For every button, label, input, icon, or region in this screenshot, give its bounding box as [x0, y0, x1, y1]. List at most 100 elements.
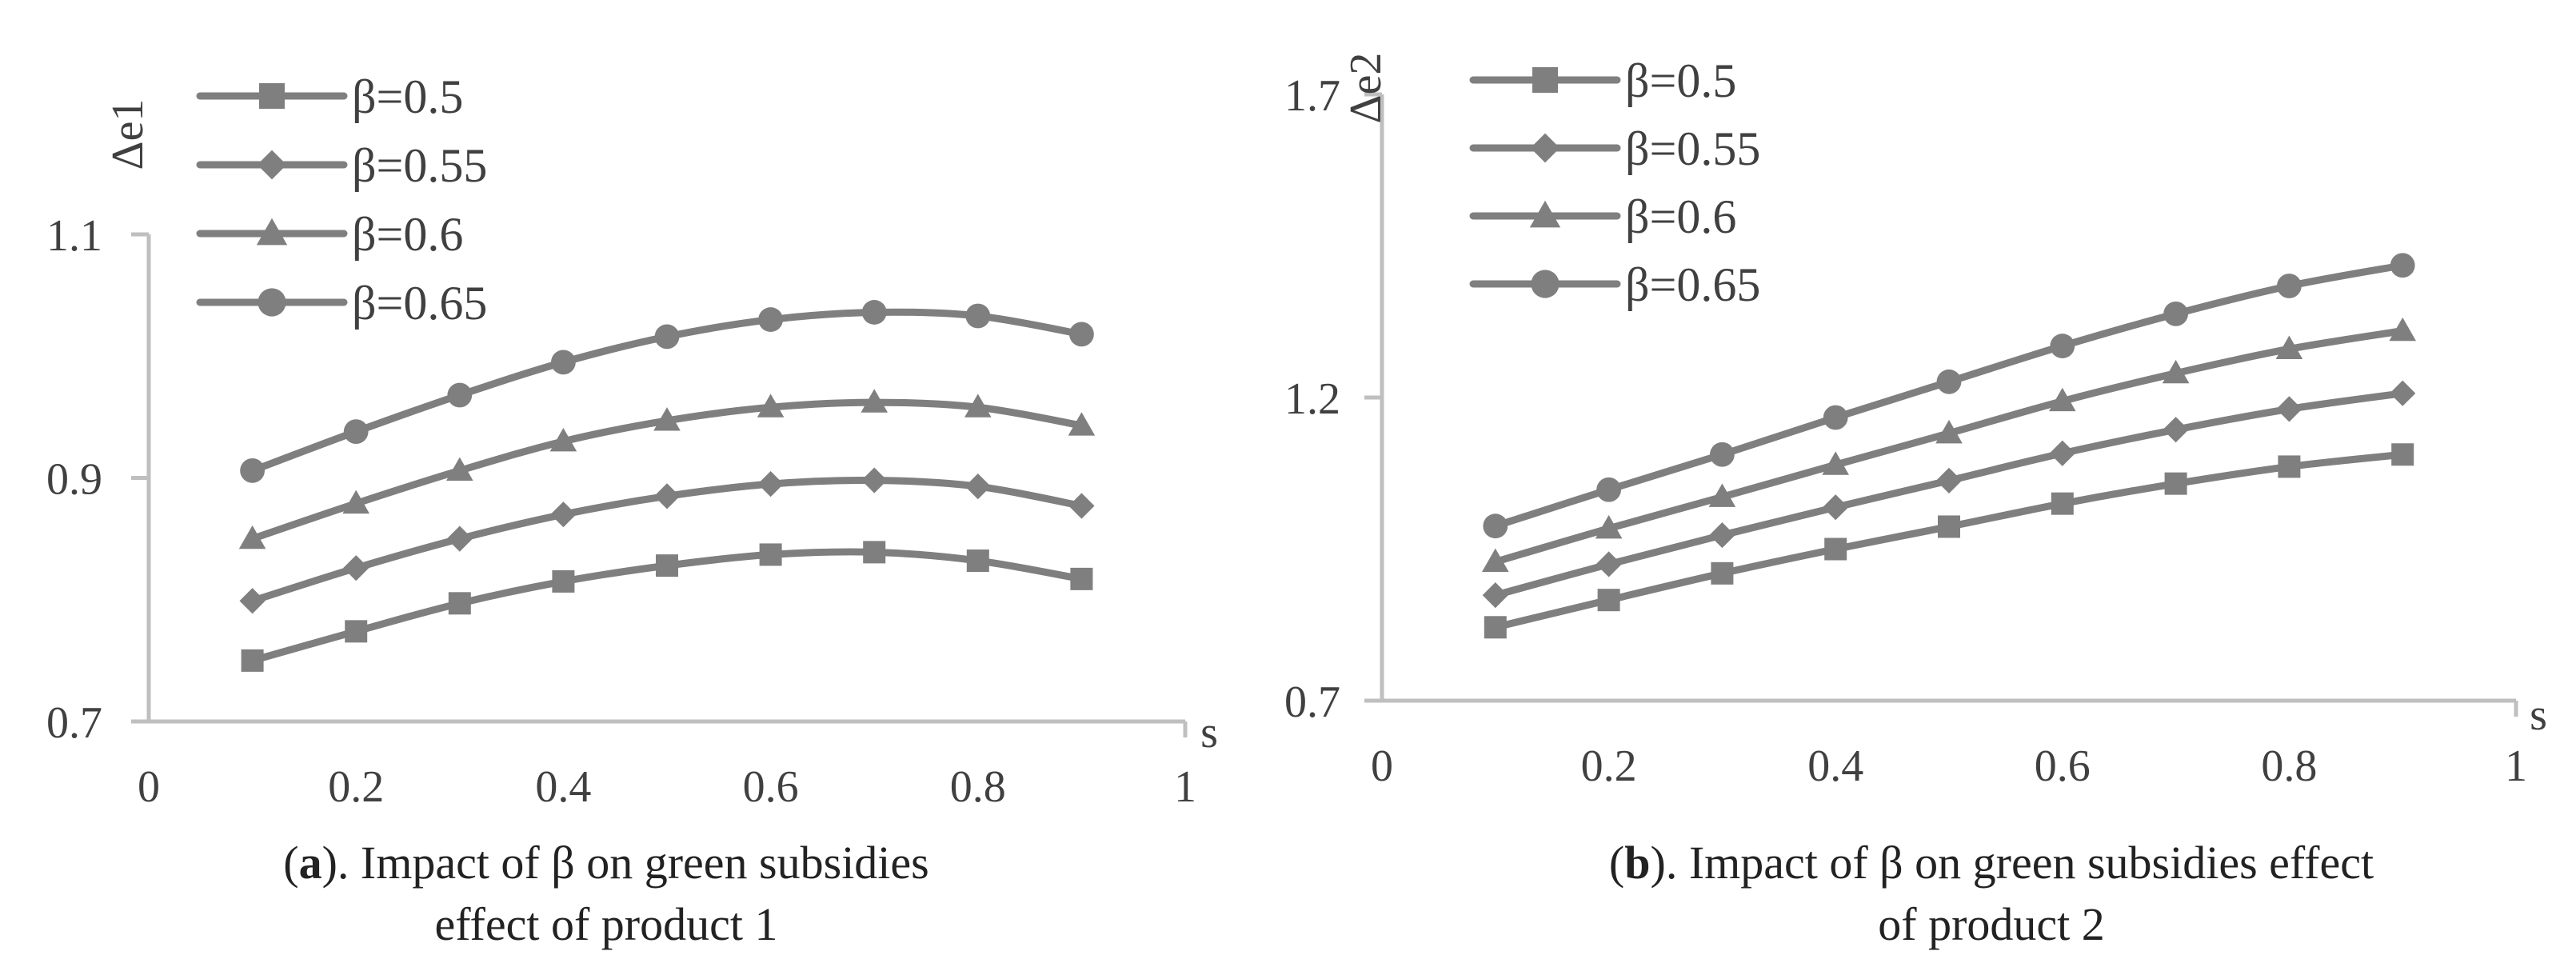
data-point-a-1-2 [446, 525, 473, 552]
x-tick-label-b-5: 1 [2505, 741, 2527, 791]
x-tick-label-b-0: 0 [1371, 741, 1393, 791]
data-point-b-1-4 [1935, 467, 1963, 493]
data-point-b-3-6 [2163, 301, 2189, 326]
x-tick-label-a-1: 0.2 [328, 762, 384, 812]
data-point-a-3-0 [240, 458, 265, 483]
x-tick-label-a-2: 0.4 [535, 762, 591, 812]
y-axis-label-b: Δe2 [1341, 53, 1391, 124]
data-point-a-0-8 [1070, 567, 1093, 590]
data-point-b-1-5 [2049, 440, 2075, 466]
data-point-b-2-5 [2049, 387, 2076, 412]
data-point-b-2-0 [1482, 548, 1509, 573]
data-point-b-1-3 [1823, 494, 1849, 521]
x-tick-label-b-1: 0.2 [1581, 741, 1637, 791]
data-point-a-0-7 [966, 549, 989, 573]
caption-a-panel-label: a [299, 837, 322, 889]
data-point-b-0-3 [1824, 537, 1847, 561]
data-point-b-3-8 [2390, 253, 2415, 278]
data-point-a-0-5 [759, 543, 782, 566]
x-tick-label-a-3: 0.6 [743, 762, 799, 812]
data-point-b-1-2 [1709, 521, 1735, 549]
data-point-a-3-7 [965, 303, 991, 329]
legend-marker-b-3 [1531, 270, 1560, 298]
legend-label-b-2: β=0.6 [1625, 190, 1736, 243]
data-point-a-1-6 [861, 467, 888, 493]
data-point-b-0-0 [1484, 616, 1507, 639]
series-lines-b [1492, 262, 2406, 631]
legend-marker-b-2 [1529, 200, 1561, 228]
data-point-a-0-0 [241, 649, 264, 672]
data-point-a-3-8 [1069, 322, 1094, 347]
legend-label-a-0: β=0.5 [352, 70, 463, 123]
data-point-a-3-1 [343, 419, 369, 445]
data-point-b-2-7 [2275, 335, 2303, 359]
data-point-b-0-1 [1597, 589, 1620, 612]
caption-b-panel-label: b [1624, 837, 1650, 889]
data-point-b-3-0 [1483, 513, 1508, 539]
data-point-a-1-8 [1068, 493, 1095, 519]
y-tick-label-b-2: 1.7 [1284, 71, 1340, 121]
data-point-a-1-5 [757, 471, 784, 497]
axes-b [1364, 92, 2518, 717]
legend-marker-b-1 [1530, 133, 1560, 163]
data-point-a-0-6 [863, 541, 886, 564]
x-tick-label-a-0: 0 [138, 762, 160, 812]
x-axis-label-b: s [2530, 690, 2547, 740]
data-point-a-1-7 [965, 474, 991, 500]
data-point-a-2-0 [238, 525, 266, 549]
data-point-b-2-8 [2389, 317, 2416, 342]
legend-marker-a-0 [259, 83, 285, 109]
y-tick-label-a-2: 1.1 [46, 211, 102, 261]
data-point-b-3-1 [1596, 477, 1621, 502]
data-point-b-1-0 [1482, 582, 1508, 609]
data-point-b-0-6 [2164, 472, 2187, 495]
caption-b: (b). Impact of β on green subsidies effe… [1609, 837, 2374, 889]
x-tick-label-a-4: 0.8 [950, 762, 1006, 812]
data-point-a-2-1 [342, 490, 369, 514]
tick-labels-a: 0.7 0.9 1.1 0 0.2 0.4 0.6 0.8 1 [46, 211, 1196, 812]
data-point-b-2-4 [1935, 419, 1963, 444]
legend-marker-b-0 [1532, 67, 1558, 93]
y-axis-label-a: Δe1 [103, 99, 153, 170]
legend-label-a-2: β=0.6 [352, 208, 463, 261]
y-tick-label-a-0: 0.7 [46, 698, 102, 748]
legend-marker-a-2 [256, 218, 288, 246]
data-point-b-0-4 [1938, 515, 1960, 538]
series-markers-a [238, 300, 1096, 672]
data-point-b-0-8 [2391, 443, 2414, 466]
x-tick-label-b-4: 0.8 [2261, 741, 2317, 791]
data-point-b-3-3 [1823, 405, 1848, 430]
data-point-b-2-6 [2162, 359, 2190, 384]
chart-panel-a: 0.70.91.10 0.2 0.4 0.6 0.8 1 Δe1 s β=0.5β=0.5… [46, 70, 1218, 950]
y-tick-label-b-0: 0.7 [1284, 677, 1340, 727]
data-point-a-3-2 [447, 382, 473, 408]
data-point-b-1-6 [2163, 417, 2189, 443]
legend-label-b-0: β=0.5 [1625, 54, 1736, 107]
x-tick-label-a-5: 1 [1174, 762, 1196, 812]
axes-a [131, 232, 1188, 737]
data-point-b-0-5 [2051, 492, 2074, 515]
legend-label-a-1: β=0.55 [352, 139, 487, 192]
data-point-a-1-1 [343, 555, 369, 581]
data-point-a-3-6 [861, 300, 887, 325]
data-point-a-0-1 [345, 620, 368, 643]
data-point-b-3-7 [2277, 274, 2302, 298]
caption-a-open-paren: ( [283, 837, 298, 889]
data-point-a-0-4 [656, 554, 678, 577]
data-point-a-1-3 [550, 501, 577, 528]
data-point-a-2-2 [446, 457, 473, 481]
data-point-a-0-2 [448, 592, 471, 615]
data-point-a-2-8 [1068, 412, 1096, 436]
caption-a: (a). Impact of β on green subsidies [283, 837, 929, 889]
x-axis-label-a: s [1200, 708, 1218, 757]
data-point-a-0-3 [552, 569, 575, 593]
legend-b: β=0.5 β=0.55 β=0.6 β=0.65 [1469, 54, 1760, 311]
data-point-b-1-1 [1596, 551, 1622, 577]
data-point-b-3-5 [2050, 334, 2075, 358]
y-tick-label-b-1: 1.2 [1284, 374, 1340, 424]
legend-label-a-3: β=0.65 [352, 277, 487, 330]
data-point-a-3-3 [551, 350, 576, 375]
data-point-a-3-5 [758, 307, 783, 332]
data-point-a-2-7 [965, 394, 992, 418]
